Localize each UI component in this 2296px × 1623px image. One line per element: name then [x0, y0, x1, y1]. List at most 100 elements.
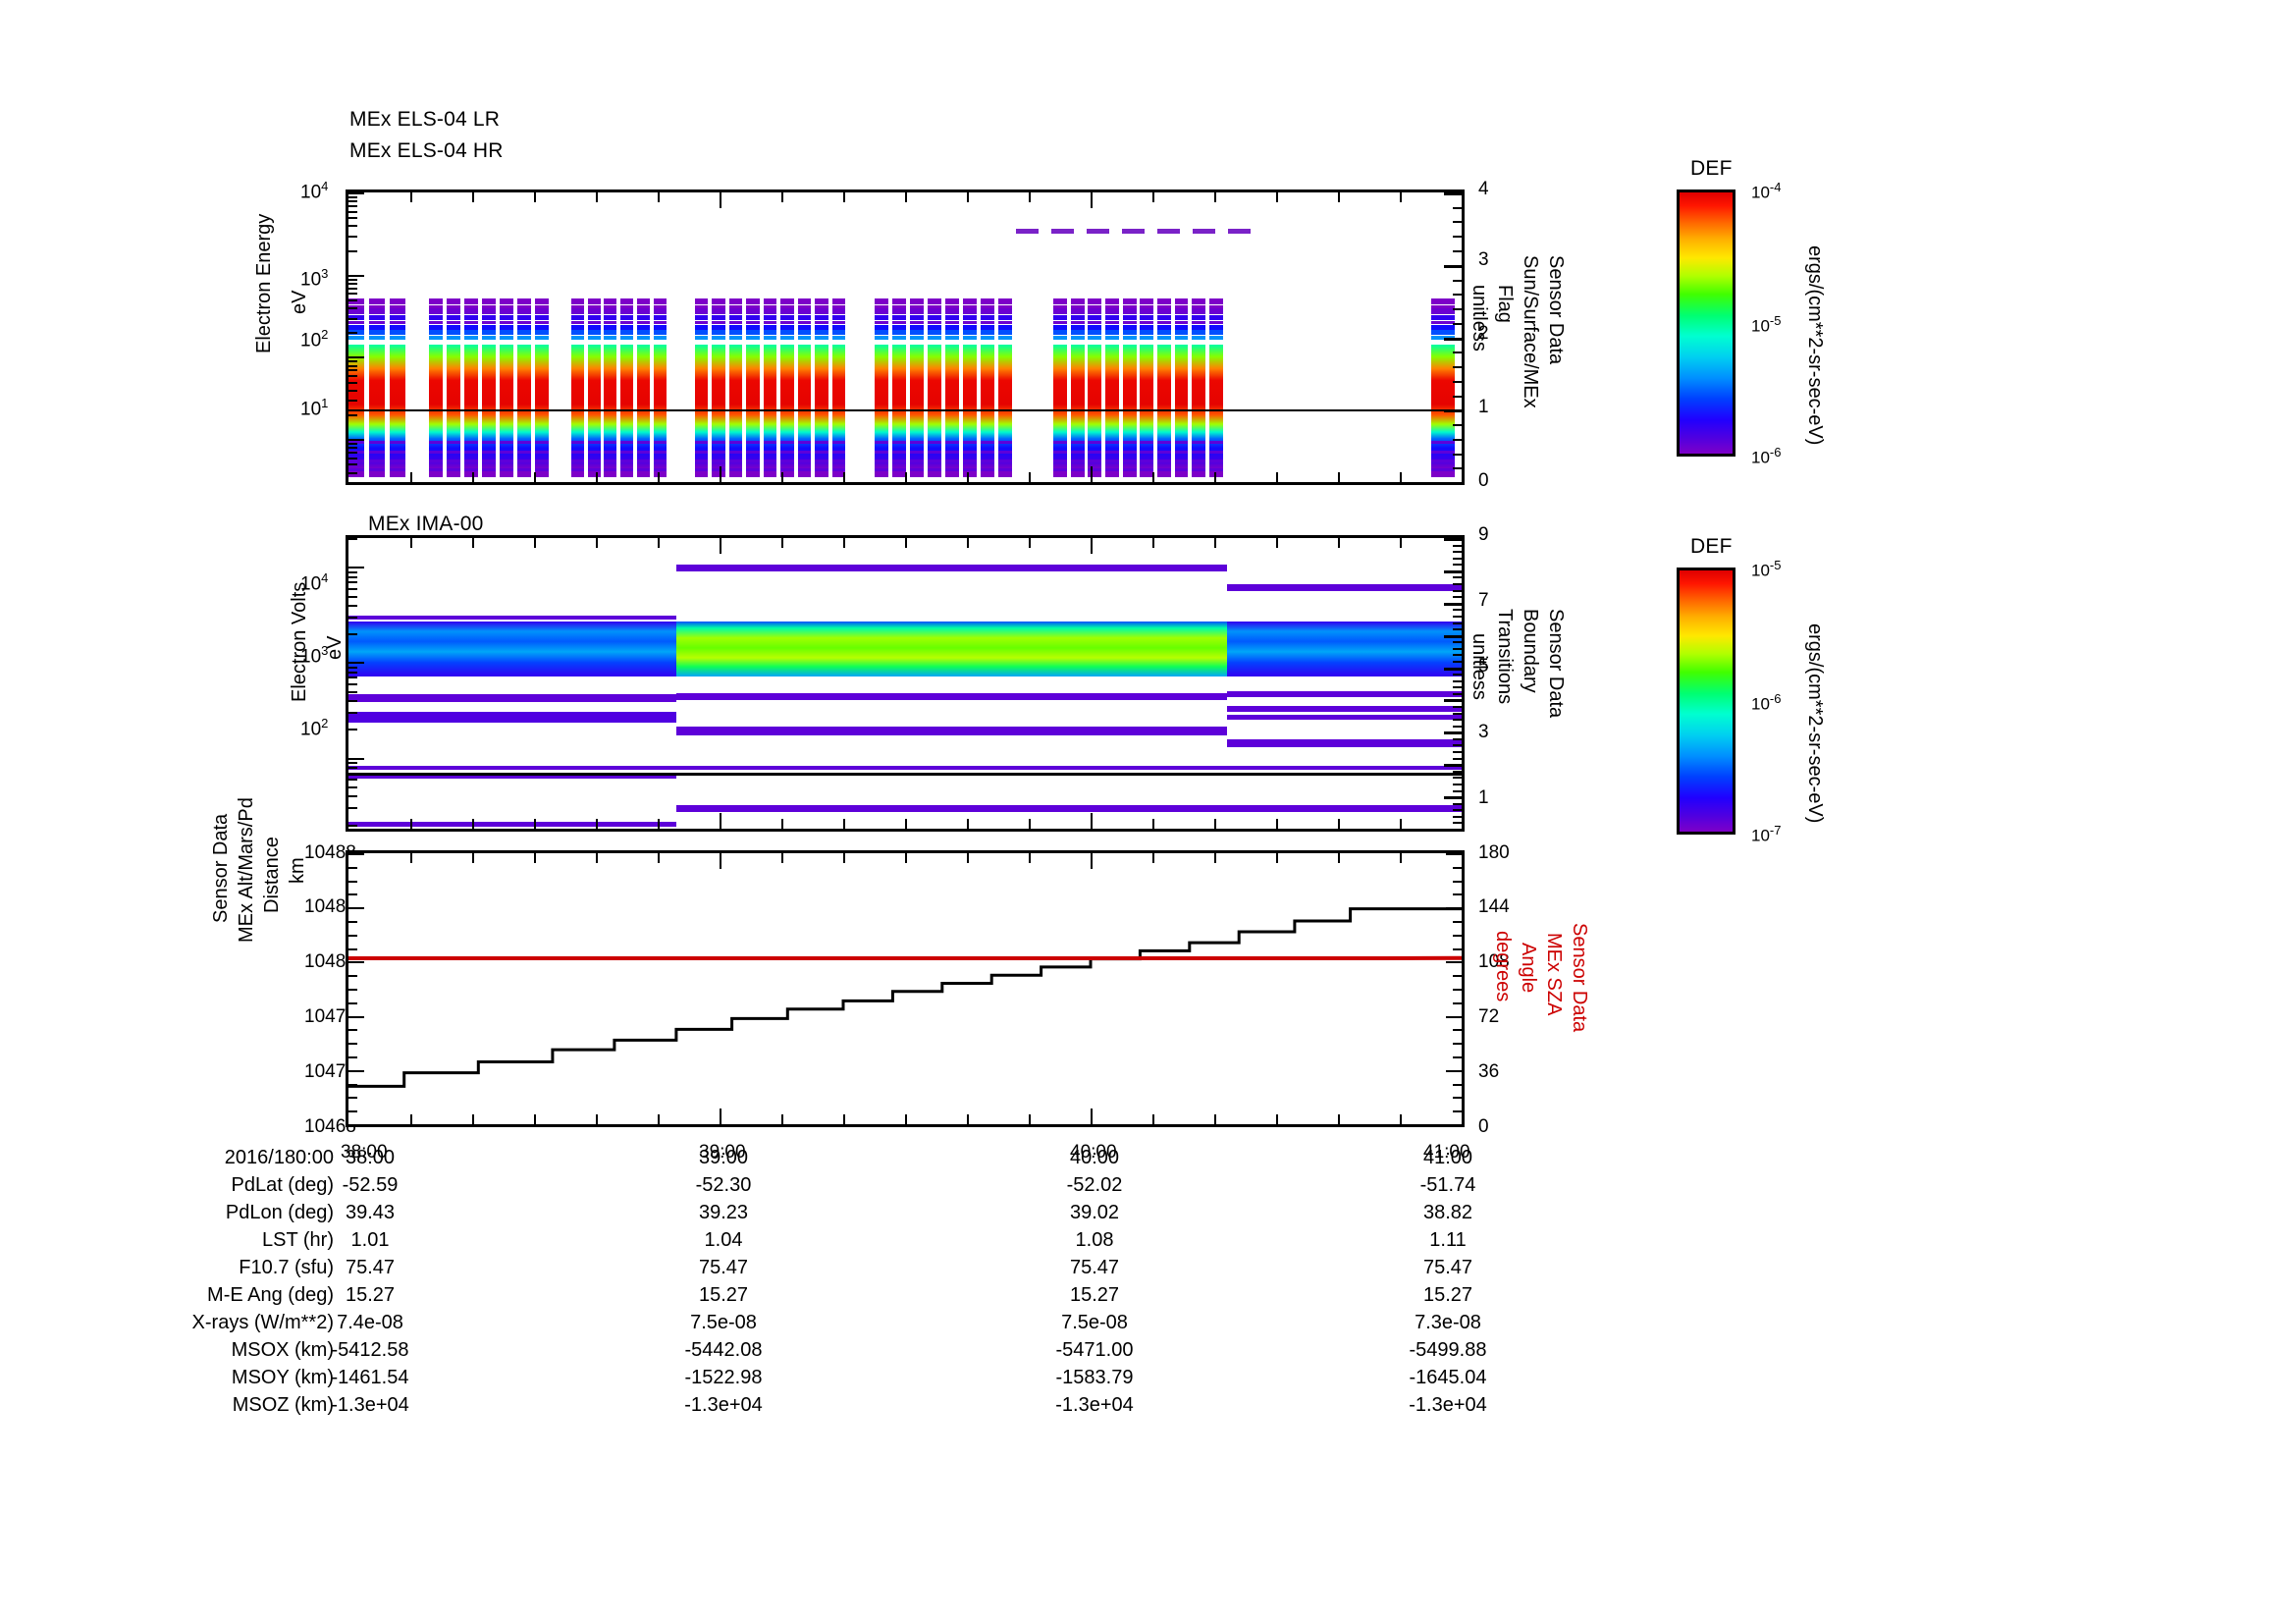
els-stripe	[570, 468, 584, 472]
y-tick	[348, 989, 357, 991]
els-stripe	[694, 460, 709, 463]
y2-tick-minor	[1453, 454, 1462, 456]
y2-tick-minor	[1453, 816, 1462, 818]
els-cell	[390, 308, 406, 315]
table-cell: 7.5e-08	[690, 1312, 757, 1333]
y2-tick-minor	[1453, 809, 1462, 811]
els-stripe	[963, 468, 978, 472]
els-stripe	[998, 460, 1013, 463]
els-cell	[369, 314, 386, 321]
els-cell	[369, 298, 386, 305]
els-cell	[637, 330, 651, 336]
ima-spectrogram-panel[interactable]	[346, 535, 1465, 832]
els-cell	[1105, 324, 1119, 330]
els-spectrogram-panel[interactable]	[346, 189, 1465, 485]
els-cell	[874, 330, 888, 336]
els-cell	[1053, 308, 1067, 315]
table-row-label: LST (hr)	[262, 1229, 334, 1251]
els-stripe	[831, 441, 846, 445]
y-tick	[348, 605, 357, 607]
els-stripe	[1192, 441, 1206, 445]
els-cell	[390, 320, 406, 325]
altitude-sza-panel[interactable]	[346, 850, 1465, 1127]
table-cell: 39.43	[345, 1202, 396, 1223]
els-stripe	[390, 468, 406, 472]
y-tick	[348, 758, 364, 760]
els-stripe	[428, 441, 443, 445]
els-stripe	[653, 460, 667, 463]
x-tick	[410, 472, 412, 482]
els-cell	[797, 330, 812, 336]
y2-tick-minor	[1453, 381, 1462, 383]
els-stripe	[891, 451, 906, 455]
x-tick	[905, 1114, 907, 1124]
y-tick	[348, 307, 357, 309]
x-tick	[596, 819, 598, 829]
els-cell	[499, 314, 513, 321]
y-tick	[348, 576, 357, 578]
els-cell	[446, 308, 460, 315]
els-cell	[831, 308, 846, 315]
x-tick	[720, 813, 721, 829]
y2-tick-minor	[1453, 674, 1462, 676]
y-tick	[348, 596, 357, 598]
y2-tick-minor	[1453, 294, 1462, 296]
els-cell	[694, 308, 709, 315]
els-stripe	[728, 451, 743, 455]
els-stripe	[1157, 468, 1171, 472]
els-cell	[981, 314, 995, 321]
els-cell	[944, 314, 960, 321]
y-tick	[348, 472, 357, 474]
ima-band	[1226, 584, 1462, 592]
els-cell	[446, 335, 460, 341]
y2-tick-minor	[1453, 366, 1462, 368]
y-tick	[348, 458, 357, 460]
els-cell	[1140, 298, 1154, 305]
els-stripe	[780, 451, 794, 455]
els-cell	[620, 324, 634, 330]
els-cell	[1208, 298, 1223, 305]
els-stripe	[963, 451, 978, 455]
els-stripe	[348, 460, 365, 463]
els-cell	[1122, 330, 1137, 336]
els-cell	[874, 320, 888, 325]
els-stripe	[981, 441, 995, 445]
els-cell	[428, 308, 443, 315]
els-cell	[1174, 330, 1189, 336]
table-cell: -52.30	[695, 1174, 752, 1196]
y2-tick-minor	[1453, 668, 1462, 670]
top-rtick-0: 0	[1478, 470, 1489, 491]
els-cell	[516, 320, 531, 325]
els-stripe	[728, 460, 743, 463]
table-row-label: MSOZ (km)	[232, 1394, 334, 1416]
els-cell	[534, 330, 549, 336]
x-tick	[472, 1114, 474, 1124]
els-cell	[815, 324, 828, 330]
els-cell	[570, 298, 584, 305]
els-cell	[1140, 314, 1154, 321]
table-cell: -51.74	[1419, 1174, 1476, 1196]
els-cell	[499, 330, 513, 336]
table-row-label: PdLat (deg)	[231, 1174, 334, 1196]
ima-band	[348, 621, 676, 677]
x-tick	[472, 538, 474, 548]
table-cell: -1.3e+04	[331, 1394, 409, 1416]
els-stripe	[1070, 460, 1085, 463]
els-stripe	[587, 460, 601, 463]
y-tick	[348, 581, 357, 583]
x-tick	[967, 192, 969, 202]
y-tick	[348, 192, 364, 194]
els-cell	[712, 330, 725, 336]
y-tick	[348, 443, 357, 445]
els-cell	[909, 330, 924, 336]
els-stripe	[815, 441, 828, 445]
els-cell	[428, 335, 443, 341]
els-cell	[944, 324, 960, 330]
els-cell	[763, 320, 777, 325]
els-cell	[653, 304, 667, 308]
els-cell	[1430, 314, 1456, 321]
y-tick	[348, 588, 357, 590]
els-cell	[874, 335, 888, 341]
flag-dash	[1122, 229, 1145, 234]
els-cell	[694, 324, 709, 330]
